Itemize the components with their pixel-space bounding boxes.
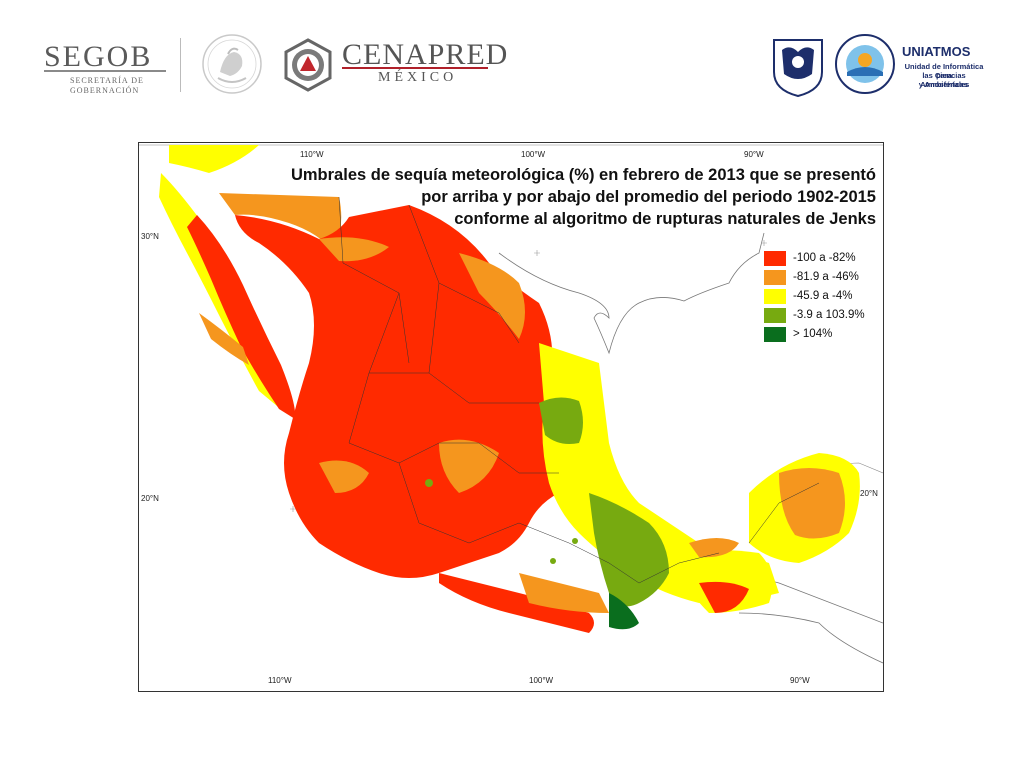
- region-green-south: [609, 593, 639, 630]
- segob-title: SEGOB: [44, 40, 153, 73]
- region-orange-center: [439, 439, 499, 493]
- unam-seal-icon: [773, 39, 823, 98]
- left-tick-30n: 30°N: [141, 232, 159, 241]
- uniatmos-title: UNIATMOS: [902, 44, 971, 59]
- region-northwest-orange: [219, 193, 342, 253]
- legend-swatch: [764, 308, 786, 323]
- legend-swatch: [764, 289, 786, 304]
- map-title-line3: conforme al algoritmo de rupturas natura…: [454, 210, 876, 228]
- region-green-huasteca: [539, 397, 583, 444]
- top-tick-90w: 90°W: [744, 150, 764, 159]
- top-tick-110w: 110°W: [300, 150, 324, 159]
- bottom-tick-100w: 100°W: [529, 676, 554, 685]
- region-orange-north: [319, 237, 389, 262]
- bottom-tick-90w: 90°W: [790, 676, 810, 685]
- map-title: Umbrales de sequía meteorológica (%) en …: [160, 164, 876, 230]
- region-chiapas-red: [699, 581, 749, 613]
- map-title-line2: por arriba y por abajo del promedio del …: [421, 188, 876, 206]
- uniatmos-line1: Unidad de Informática para: [904, 62, 984, 80]
- gulf-coast-usa: [498, 232, 765, 355]
- region-baja-orange: [199, 313, 249, 365]
- region-orange-northeast: [459, 253, 525, 339]
- mexico-coat-of-arms-icon: [202, 34, 262, 94]
- segob-subtitle-line1: SECRETARÍA DE: [70, 76, 144, 85]
- mexico-map-svg: [139, 144, 883, 664]
- uniatmos-line3: y Ambientales: [918, 80, 970, 89]
- cenapred-rule: [342, 67, 488, 69]
- cenapred-subtitle: MÉXICO: [378, 70, 458, 85]
- legend-swatch: [764, 327, 786, 342]
- legend-label: -3.9 a 103.9%: [793, 309, 865, 321]
- drought-map: [138, 142, 884, 692]
- legend-label: -45.9 a -4%: [793, 290, 853, 302]
- region-orange-west: [319, 460, 369, 493]
- region-chiapas-yellow: [679, 550, 773, 613]
- top-tick-100w: 100°W: [521, 150, 546, 159]
- atmospheric-center-seal-icon: [835, 34, 895, 94]
- legend-label: -81.9 a -46%: [793, 271, 859, 283]
- bottom-tick-110w: 110°W: [268, 676, 292, 685]
- region-tabasco-orange: [689, 538, 739, 558]
- legend-swatch: [764, 270, 786, 285]
- region-northwest-yellow: [169, 145, 259, 173]
- state-borders: [338, 196, 820, 584]
- segob-rule: [44, 70, 166, 72]
- legend-label: -100 a -82%: [793, 252, 856, 264]
- right-tick-20n: 20°N: [860, 489, 878, 498]
- header-divider: [180, 38, 181, 92]
- map-title-line1: Umbrales de sequía meteorológica (%) en …: [290, 166, 876, 184]
- cenapred-emblem-icon: [284, 38, 332, 92]
- segob-subtitle-line2: GOBERNACIÓN: [70, 86, 140, 95]
- region-south-orange: [519, 573, 609, 613]
- legend-swatch: [764, 251, 786, 266]
- region-yucatan-orange: [779, 468, 845, 539]
- region-baja-red: [187, 215, 296, 419]
- cenapred-title: CENAPRED: [342, 38, 509, 71]
- region-mainland-red: [235, 205, 564, 578]
- region-south-red: [439, 573, 594, 633]
- left-tick-20n: 20°N: [141, 494, 159, 503]
- uniatmos-line2: las Ciencias Atmosféricas: [920, 71, 968, 89]
- graticule-crosses: [290, 240, 767, 512]
- legend-label: > 104%: [793, 328, 833, 340]
